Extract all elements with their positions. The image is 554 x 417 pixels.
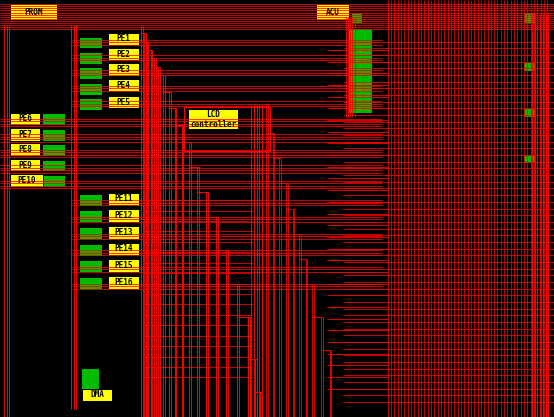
Bar [352,13,362,23]
Text: PE10: PE10 [17,176,36,185]
Bar [524,63,535,71]
Bar [43,130,65,141]
Bar [80,38,102,48]
Bar [80,211,102,222]
FancyBboxPatch shape [108,226,138,239]
FancyBboxPatch shape [10,113,40,125]
Bar [82,369,99,392]
Bar [80,261,102,272]
FancyBboxPatch shape [108,193,138,205]
Text: PE1: PE1 [116,34,130,43]
Bar [184,107,270,151]
Text: PROM: PROM [24,8,43,17]
FancyBboxPatch shape [10,128,40,141]
Text: ACU: ACU [325,8,340,17]
FancyBboxPatch shape [82,389,112,401]
Text: PE15: PE15 [114,261,132,270]
Bar [80,245,102,256]
Text: PE5: PE5 [116,98,130,107]
Bar [43,161,65,171]
Text: PE3: PE3 [116,65,130,74]
Text: PE6: PE6 [18,114,32,123]
Bar [43,114,65,125]
Bar [80,278,102,289]
Text: PE11: PE11 [114,194,132,203]
Bar [43,176,65,187]
FancyBboxPatch shape [108,259,138,272]
Bar [349,29,372,113]
Text: PE9: PE9 [18,161,32,170]
FancyBboxPatch shape [108,33,138,45]
FancyBboxPatch shape [108,209,138,222]
Text: PE7: PE7 [18,130,32,139]
Bar [80,99,102,110]
Text: PE4: PE4 [116,80,130,90]
Bar [524,109,535,117]
Bar [524,155,535,163]
Bar [80,68,102,79]
FancyBboxPatch shape [10,4,57,20]
FancyBboxPatch shape [108,96,138,108]
FancyBboxPatch shape [10,174,43,187]
Bar [80,195,102,206]
FancyBboxPatch shape [188,109,238,129]
FancyBboxPatch shape [108,48,138,60]
Text: PE8: PE8 [18,145,32,154]
Bar [80,84,102,95]
Bar [80,53,102,64]
Text: LCD
controller: LCD controller [190,110,237,129]
Text: PE13: PE13 [114,228,132,237]
Bar [43,145,65,156]
Text: PE2: PE2 [116,50,130,59]
FancyBboxPatch shape [316,4,349,20]
FancyBboxPatch shape [10,159,40,171]
FancyBboxPatch shape [108,79,138,91]
Bar [524,13,535,23]
FancyBboxPatch shape [108,63,138,76]
Bar [80,228,102,239]
Text: PE14: PE14 [114,244,132,254]
FancyBboxPatch shape [10,143,40,156]
FancyBboxPatch shape [108,276,138,289]
FancyBboxPatch shape [108,243,138,255]
Text: PE12: PE12 [114,211,132,220]
Text: DMA: DMA [90,390,104,399]
Text: PE16: PE16 [114,278,132,287]
